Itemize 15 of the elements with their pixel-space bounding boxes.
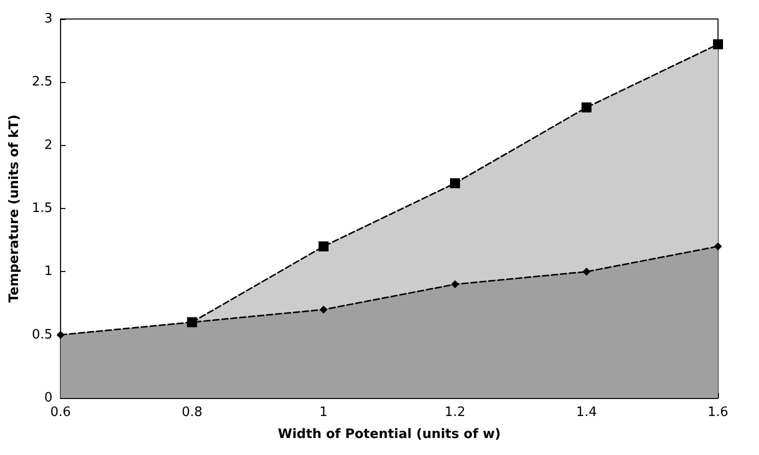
x-axis-title: Width of Potential (units of w)	[278, 427, 501, 442]
y-tick-label: 0.5	[32, 327, 53, 342]
y-axis-title: Temperature (units of kT)	[7, 114, 22, 302]
x-tick-label: 1.6	[708, 405, 728, 420]
x-tick-label: 0.6	[50, 405, 71, 420]
x-tick-label: 1	[319, 405, 328, 420]
y-tick-label: 1	[44, 264, 53, 280]
y-tick-label: 0	[44, 390, 53, 406]
y-tick-label: 2	[44, 138, 53, 153]
y-tick-label: 3	[44, 12, 53, 26]
y-tick-label: 2.5	[32, 74, 53, 90]
x-tick-label: 1.2	[444, 405, 466, 420]
y-tick-label: 1.5	[32, 201, 53, 216]
x-tick-label: 0.8	[182, 405, 202, 420]
x-tick-label: 1.4	[576, 405, 597, 420]
